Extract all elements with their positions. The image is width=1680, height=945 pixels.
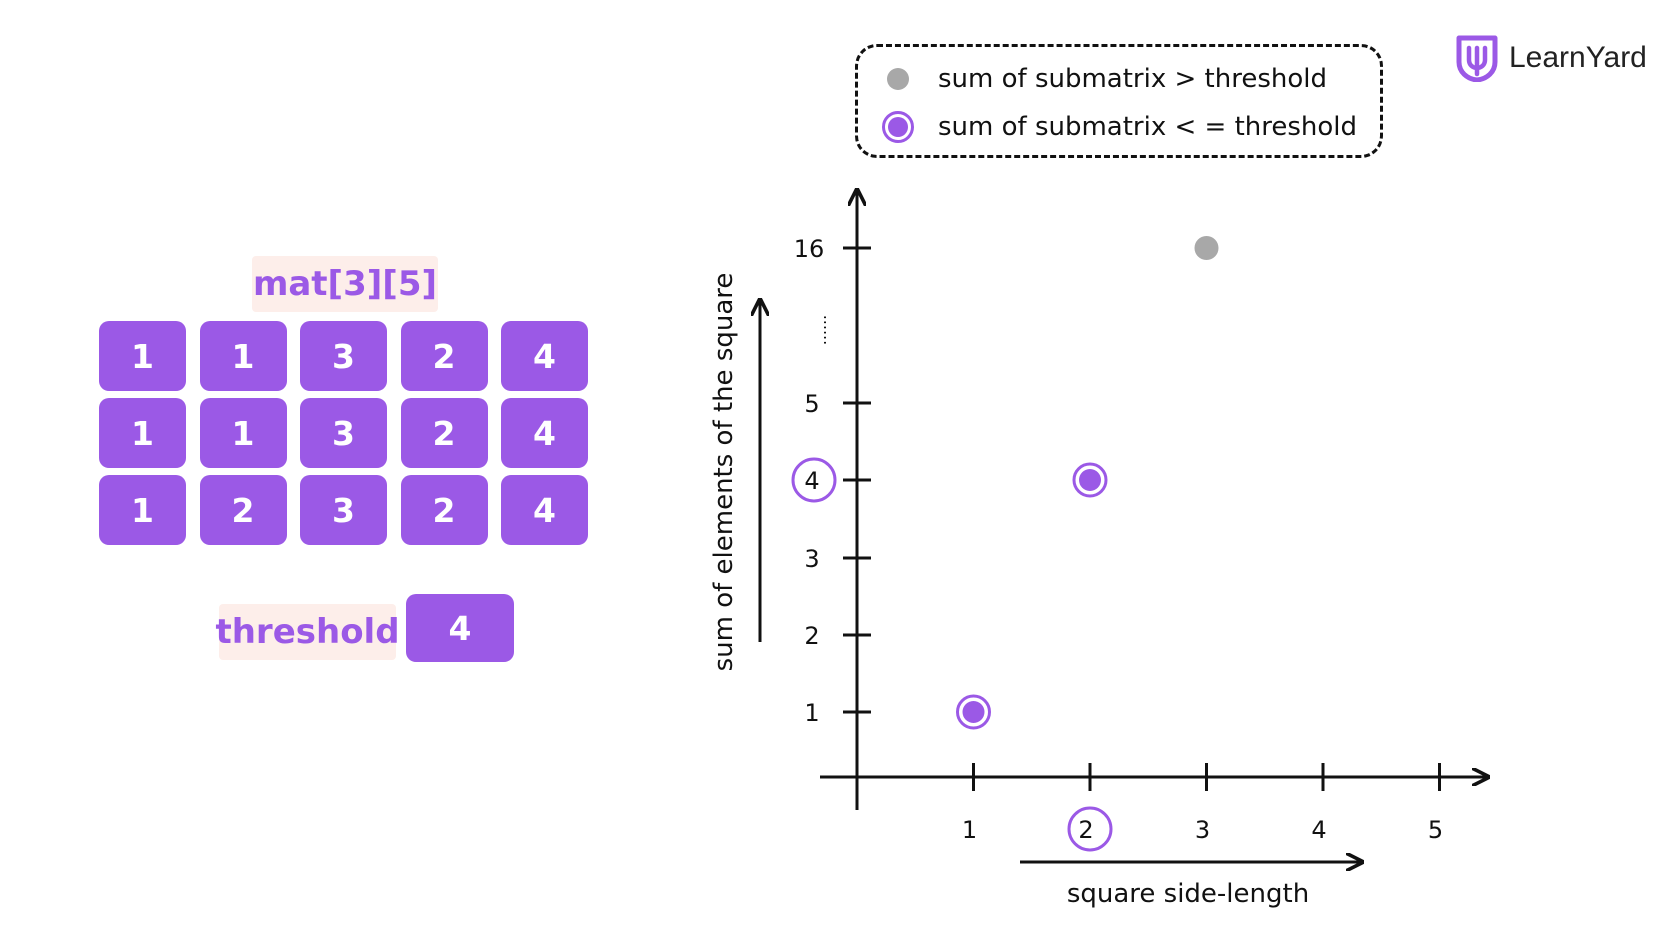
x-tick-label: 1 xyxy=(962,816,977,844)
matrix-cell: 2 xyxy=(400,475,488,545)
matrix-cell: 3 xyxy=(300,398,387,468)
legend-item-exceeds: sum of submatrix > threshold xyxy=(880,61,1327,97)
matrix-cell: 1 xyxy=(199,398,287,468)
y-axis-break: ...... xyxy=(811,315,830,346)
matrix-cell: 1 xyxy=(99,475,186,545)
matrix-cell: 2 xyxy=(400,321,488,391)
matrix-cell: 1 xyxy=(99,398,186,468)
matrix-cell: 3 xyxy=(300,475,387,545)
y-tick-label: 3 xyxy=(804,545,819,573)
y-tick-highlight-ring xyxy=(791,457,837,503)
legend: sum of submatrix > threshold sum of subm… xyxy=(855,44,1383,158)
purple-ring-dot-icon xyxy=(882,111,914,143)
y-tick-label: 5 xyxy=(804,390,819,418)
matrix-cell: 1 xyxy=(99,321,186,391)
legend-item-within: sum of submatrix < = threshold xyxy=(880,109,1357,145)
data-point-within xyxy=(1079,469,1101,491)
y-axis-label: sum of elements of the square xyxy=(709,273,739,672)
grey-dot-icon xyxy=(887,68,909,90)
legend-label-within: sum of submatrix < = threshold xyxy=(938,112,1358,142)
y-tick-label: 1 xyxy=(804,699,819,727)
matrix-cell: 2 xyxy=(400,398,488,468)
matrix-cell: 3 xyxy=(300,321,387,391)
threshold-label: threshold xyxy=(215,604,400,660)
matrix-cell: 2 xyxy=(199,475,287,545)
matrix-cell: 4 xyxy=(501,475,588,545)
logo-text: LearnYard xyxy=(1509,41,1647,74)
matrix-cell: 1 xyxy=(199,321,287,391)
logo: LearnYard xyxy=(1455,34,1647,82)
x-tick-label: 5 xyxy=(1428,816,1443,844)
x-tick-highlight-ring xyxy=(1067,806,1113,852)
legend-label-exceeds: sum of submatrix > threshold xyxy=(938,64,1327,94)
data-point-within xyxy=(962,701,985,723)
x-tick-label: 3 xyxy=(1195,816,1210,844)
y-tick-label: 4 xyxy=(804,467,819,495)
x-tick-label: 4 xyxy=(1311,816,1326,844)
x-axis-label: square side-length xyxy=(1067,879,1309,909)
matrix-cell: 4 xyxy=(501,398,588,468)
y-tick-label: 16 xyxy=(794,235,825,263)
matrix-label: mat[3][5] xyxy=(252,256,438,312)
x-tick-label: 2 xyxy=(1078,816,1093,844)
y-tick-label: 2 xyxy=(804,622,819,650)
learnyard-shield-icon xyxy=(1456,35,1498,82)
matrix-cell: 4 xyxy=(501,321,588,391)
threshold-value: 4 xyxy=(406,594,514,662)
data-point-exceeds xyxy=(1194,236,1219,260)
